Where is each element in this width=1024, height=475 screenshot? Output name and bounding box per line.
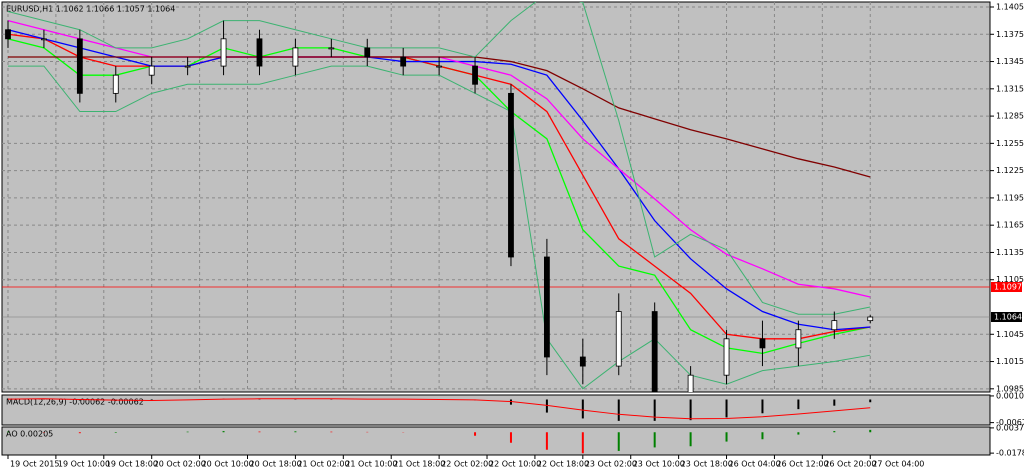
- candle-body: [687, 374, 694, 392]
- y-tick-label: 1.1165: [996, 221, 1024, 230]
- x-tick-label: 26 Oct 04:00: [729, 460, 781, 469]
- y-tick-label: -0.00671: [996, 418, 1024, 427]
- ao-plot: AO 0.00205: [6, 430, 872, 454]
- x-tick-label: 19 Oct 18:00: [106, 460, 158, 469]
- axes: 1.1405 1.1375 1.1345 1.1315 1.1285 1.1255 1.12…: [7, 3, 1024, 469]
- x-tick-label: 19 Oct 10:00: [58, 460, 110, 469]
- candle-body: [5, 29, 11, 40]
- y-tick-label: 1.1315: [996, 84, 1024, 93]
- price-label: 1.1064: [994, 313, 1022, 322]
- candle-body: [220, 38, 227, 67]
- ao-pane: [1, 426, 991, 456]
- candle-body: [436, 65, 443, 68]
- y-tick-label: 1.1405: [996, 3, 1024, 12]
- x-tick-label: 20 Oct 10:00: [202, 460, 254, 469]
- x-tick-label: 20 Oct 02:00: [154, 460, 206, 469]
- y-tick-label: 1.1225: [996, 166, 1024, 175]
- x-tick-label: 23 Oct 10:00: [633, 460, 685, 469]
- candle-body: [364, 47, 371, 58]
- main-pane: [1, 1, 991, 393]
- price-label-box: [991, 312, 1022, 322]
- y-tick-label: 1.1135: [996, 248, 1024, 257]
- level-label-box: [991, 282, 1022, 292]
- x-tick-label: 26 Oct 20:00: [824, 460, 876, 469]
- candle-body: [543, 256, 550, 358]
- y-tick-label: 1.1255: [996, 139, 1024, 148]
- macd-plot: MACD(12,26,9) -0.00062 -0.00062: [6, 398, 872, 421]
- x-tick-label: 19 Oct 2015: [10, 460, 59, 469]
- pane-title: EURUSD,H1 1.1062 1.1066 1.1057 1.1064: [6, 5, 175, 14]
- candle-body: [184, 65, 191, 68]
- y-tick-label: 1.0985: [996, 384, 1024, 393]
- x-tick-label: 26 Oct 12:00: [776, 460, 828, 469]
- x-tick-label: 22 Oct 10:00: [489, 460, 541, 469]
- y-tick-label: 1.1195: [996, 193, 1024, 202]
- indicator-line: [7, 2, 871, 315]
- pane-title: AO 0.00205: [6, 430, 53, 439]
- candle-body: [400, 56, 407, 67]
- y-tick-label: 1.1345: [996, 57, 1024, 66]
- candle-body: [328, 47, 335, 50]
- x-tick-label: 22 Oct 18:00: [537, 460, 589, 469]
- x-tick-label: 21 Oct 02:00: [297, 460, 349, 469]
- y-tick-label: 0.00373: [996, 423, 1024, 432]
- candle-body: [867, 316, 874, 322]
- candle-body: [508, 92, 514, 258]
- x-tick-label: 27 Oct 04:00: [872, 460, 924, 469]
- x-tick-label: 21 Oct 10:00: [345, 460, 397, 469]
- candle-body: [831, 320, 838, 331]
- y-tick-label: 0.00103: [996, 391, 1024, 400]
- y-tick-label: 1.1105: [996, 275, 1024, 284]
- y-tick-label: 1.1375: [996, 30, 1024, 39]
- candle-body: [148, 65, 155, 76]
- candle-body: [651, 311, 658, 392]
- y-tick-label: 1.1285: [996, 112, 1024, 121]
- level-label: 1.1097: [994, 283, 1022, 292]
- y-tick-label: 1.1015: [996, 357, 1024, 366]
- candle-body: [76, 38, 83, 94]
- x-tick-label: 23 Oct 18:00: [681, 460, 733, 469]
- x-tick-label: 21 Oct 18:00: [393, 460, 445, 469]
- candle-body: [723, 338, 730, 376]
- candle-body: [112, 74, 119, 94]
- candle-body: [759, 338, 766, 349]
- y-tick-label: 1.1045: [996, 330, 1024, 339]
- indicator-line: [7, 398, 871, 420]
- x-tick-label: 23 Oct 02:00: [585, 460, 637, 469]
- main-plot: EURUSD,H1 1.1062 1.1066 1.1057 1.1064: [2, 2, 990, 392]
- candle-body: [292, 47, 299, 67]
- candle-body: [256, 38, 263, 67]
- candle-body: [41, 38, 47, 41]
- candle-body: [615, 311, 622, 367]
- candle-body: [579, 356, 586, 367]
- pane-title: MACD(12,26,9) -0.00062 -0.00062: [6, 398, 144, 407]
- candle-body: [472, 65, 478, 85]
- x-tick-label: 20 Oct 18:00: [250, 460, 302, 469]
- y-tick-label: -0.01789: [996, 449, 1024, 458]
- candle-body: [795, 329, 802, 349]
- x-tick-label: 22 Oct 02:00: [441, 460, 493, 469]
